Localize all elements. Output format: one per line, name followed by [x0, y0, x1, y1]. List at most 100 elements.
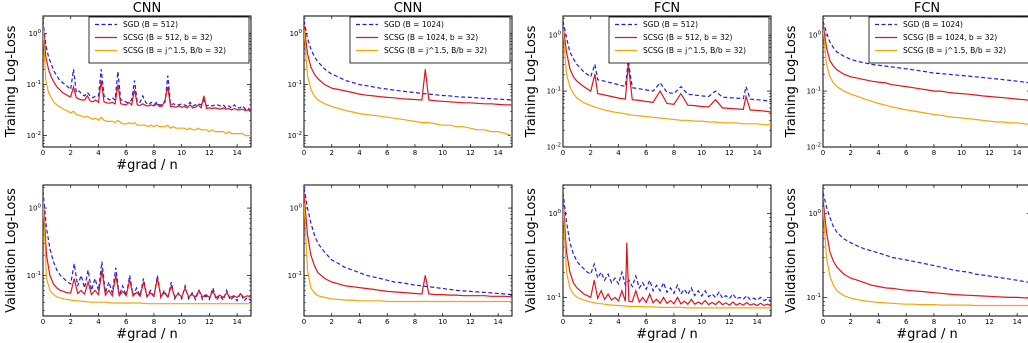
x-axis-label: #grad / n — [116, 327, 178, 342]
y-axis-label: Validation Log-Loss — [784, 188, 799, 313]
x-tick-label: 0 — [41, 149, 45, 157]
x-tick-label: 12 — [985, 149, 994, 157]
y-tick-label: 10-1 — [547, 87, 561, 96]
x-tick-label: 4 — [616, 318, 621, 326]
x-tick-label: 14 — [1013, 318, 1022, 326]
y-axis-label: Validation Log-Loss — [524, 188, 539, 313]
x-tick-label: 2 — [329, 149, 333, 157]
x-tick-label: 14 — [233, 149, 242, 157]
legend-label: SCSG (B = j^1.5, B/b = 32) — [643, 46, 746, 55]
x-tick-label: 2 — [68, 149, 72, 157]
series-line-scsg — [304, 24, 512, 106]
x-tick-label: 0 — [302, 149, 306, 157]
series-line-sgd — [563, 20, 771, 103]
y-tick-label: 10-1 — [807, 87, 821, 96]
x-tick-label: 4 — [357, 149, 362, 157]
x-tick-label: 12 — [205, 149, 214, 157]
y-tick-label: 100 — [290, 204, 303, 213]
series-line-sgd — [304, 187, 512, 296]
legend-label: SCSG (B = 1024, b = 32) — [384, 33, 478, 42]
series-line-sgd — [823, 192, 1028, 283]
series-line-scsg-adaptive — [304, 202, 512, 303]
x-tick-label: 6 — [124, 318, 129, 326]
y-tick-label: 10-2 — [27, 131, 41, 140]
x-tick-label: 8 — [932, 149, 936, 157]
series-line-scsg-adaptive — [823, 206, 1028, 307]
series-line-scsg-adaptive — [304, 29, 512, 137]
plot-frame — [822, 184, 1028, 317]
x-tick-label: 14 — [1013, 149, 1022, 157]
series-line-scsg — [43, 196, 251, 299]
legend-label: SCSG (B = j^1.5, B/b = 32) — [903, 46, 1006, 55]
x-tick-label: 10 — [957, 149, 966, 157]
series-line-scsg-adaptive — [823, 28, 1028, 125]
x-tick-label: 14 — [753, 149, 762, 157]
x-tick-label: 10 — [177, 149, 186, 157]
x-tick-label: 0 — [821, 149, 825, 157]
x-tick-label: 4 — [616, 149, 621, 157]
x-tick-label: 12 — [466, 149, 475, 157]
x-tick-label: 8 — [672, 318, 676, 326]
x-tick-label: 6 — [904, 318, 909, 326]
x-tick-label: 10 — [438, 149, 447, 157]
legend-box — [868, 16, 1028, 64]
x-tick-label: 14 — [753, 318, 762, 326]
legend-label: SCSG (B = j^1.5, B/b = 32) — [384, 46, 487, 55]
series-line-scsg — [823, 198, 1028, 299]
y-tick-label: 10-1 — [27, 80, 41, 89]
subplot-title: FCN — [914, 1, 940, 16]
y-tick-label: 10-1 — [547, 293, 561, 302]
subplot-7: 0 2 4 6 8 10 12 14 10-1 100 Validation Log-Loss #gr… — [524, 184, 772, 342]
x-tick-label: 12 — [985, 318, 994, 326]
y-axis-label: Validation Log-Loss — [4, 188, 19, 313]
x-tick-label: 4 — [357, 318, 362, 326]
x-tick-label: 8 — [413, 318, 417, 326]
x-tick-label: 2 — [848, 318, 852, 326]
x-tick-label: 6 — [904, 149, 909, 157]
x-tick-label: 10 — [697, 149, 706, 157]
x-tick-label: 4 — [876, 149, 881, 157]
series-line-sgd — [43, 20, 251, 112]
subplot-6: 0 2 4 6 8 10 12 14 10-1 100 — [288, 184, 513, 326]
y-tick-label: 100 — [29, 29, 42, 38]
legend: SGD (B = 1024) SCSG (B = 1024, b = 32) SCS… — [868, 16, 1028, 64]
y-tick-label: 100 — [290, 29, 303, 38]
x-tick-label: 4 — [876, 318, 881, 326]
y-tick-label: 100 — [809, 209, 822, 218]
series-line-sgd — [563, 192, 771, 302]
x-tick-label: 6 — [385, 149, 390, 157]
series-line-scsg-adaptive — [563, 206, 771, 309]
y-tick-label: 10-1 — [807, 293, 821, 302]
legend-label: SGD (B = 1024) — [384, 20, 444, 29]
x-axis-label: #grad / n — [636, 327, 698, 342]
y-tick-label: 100 — [809, 31, 822, 40]
series-line-sgd — [823, 20, 1028, 84]
series-line-scsg — [563, 198, 771, 307]
x-tick-label: 2 — [588, 318, 592, 326]
x-tick-label: 2 — [329, 318, 333, 326]
y-axis-label: Training Log-Loss — [4, 25, 19, 138]
subplot-4: 0 2 4 6 8 10 12 14 10-2 10-1 100 FCN Training Log-Lo… — [784, 1, 1028, 157]
x-tick-label: 2 — [588, 149, 592, 157]
legend: SGD (B = 512) SCSG (B = 512, b = 32) SCSG … — [608, 16, 770, 64]
x-axis-label: #grad / n — [116, 158, 178, 173]
series-line-scsg-adaptive — [563, 28, 771, 126]
y-tick-label: 10-1 — [27, 271, 41, 280]
x-tick-label: 8 — [413, 149, 417, 157]
y-tick-label: 100 — [549, 209, 562, 218]
plot-frame — [562, 184, 772, 317]
legend-label: SGD (B = 512) — [643, 20, 698, 29]
series-line-scsg — [823, 23, 1028, 101]
legend-label: SCSG (B = j^1.5, B/b = 32) — [123, 46, 226, 55]
y-axis-label: Training Log-Loss — [524, 25, 539, 138]
y-tick-label: 100 — [549, 31, 562, 40]
x-tick-label: 8 — [152, 318, 156, 326]
plot-frame — [303, 184, 513, 317]
x-axis-label: #grad / n — [896, 327, 958, 342]
x-tick-label: 12 — [725, 149, 734, 157]
y-tick-label: 10-2 — [807, 143, 821, 152]
x-tick-label: 12 — [466, 318, 475, 326]
series-line-scsg-adaptive — [43, 27, 251, 137]
x-tick-label: 6 — [385, 318, 390, 326]
